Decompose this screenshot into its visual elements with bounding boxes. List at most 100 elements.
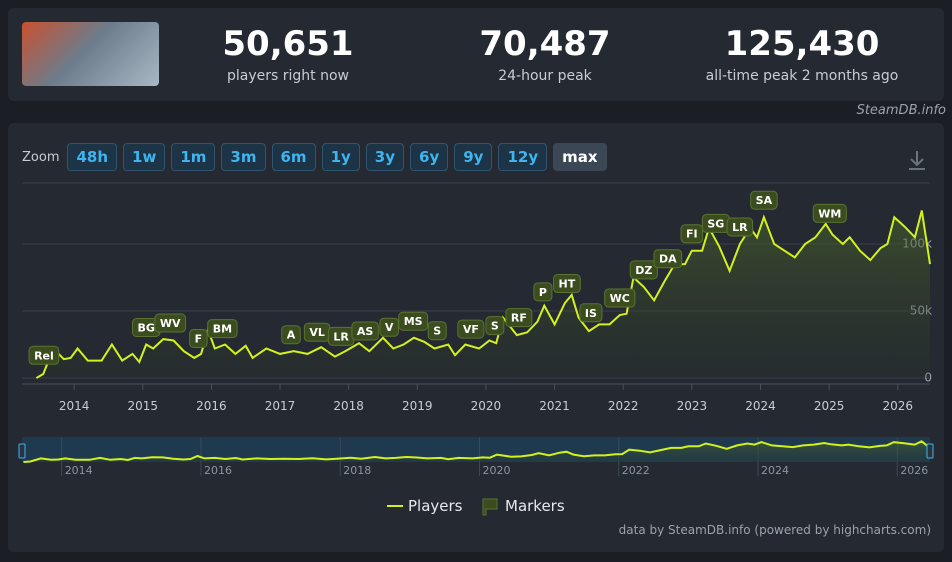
download-icon[interactable] xyxy=(909,151,925,170)
marker: FI xyxy=(680,224,704,244)
marker: SG xyxy=(701,213,730,233)
zoom-button[interactable]: 12y xyxy=(498,143,548,171)
marker: MS xyxy=(398,311,429,331)
legend-label[interactable]: Markers xyxy=(505,497,565,515)
marker-badge xyxy=(207,319,238,339)
navigator-handle xyxy=(18,443,26,459)
marker-badge xyxy=(680,224,704,244)
navigator-tick-label: 2016 xyxy=(204,464,232,477)
marker: SA xyxy=(750,190,778,210)
zoom-button[interactable]: 3y xyxy=(365,143,405,171)
zoom-button[interactable]: 1y xyxy=(321,143,360,171)
marker-label: A xyxy=(287,329,296,342)
marker-label: VL xyxy=(309,326,325,339)
zoom-button[interactable]: max xyxy=(553,143,607,171)
x-tick-label: 2024 xyxy=(745,399,776,413)
zoom-bar: Zoom 48h 1w 1m 3m 6m 1y 3y 6y 9y 12y max xyxy=(22,143,607,171)
marker: Rel xyxy=(28,345,60,365)
marker: RF xyxy=(505,308,533,328)
marker: IS xyxy=(579,303,603,323)
zoom-button[interactable]: 6y xyxy=(410,143,449,171)
zoom-button[interactable]: 48h xyxy=(67,143,118,171)
marker-label: WC xyxy=(610,292,630,305)
marker: V xyxy=(379,317,399,337)
zoom-button[interactable]: 3m xyxy=(221,143,266,171)
stat: 50,651 players right now xyxy=(168,22,408,86)
x-tick-label: 2021 xyxy=(539,399,570,413)
navigator-tick-label: 2020 xyxy=(482,464,510,477)
x-tick-label: 2015 xyxy=(127,399,158,413)
game-image[interactable] xyxy=(22,22,159,86)
navigator-tick-label: 2026 xyxy=(900,464,928,477)
zoom-label: Zoom xyxy=(22,149,60,165)
zoom-button[interactable]: 1m xyxy=(171,143,216,171)
marker-label: AS xyxy=(357,325,374,338)
zoom-button[interactable]: 1w xyxy=(123,143,166,171)
marker: BM xyxy=(207,319,238,339)
source-link[interactable]: SteamDB.info xyxy=(856,103,946,118)
marker: VF xyxy=(457,319,485,339)
marker: LR xyxy=(327,326,355,346)
marker-label: DA xyxy=(659,253,677,266)
marker: DZ xyxy=(629,260,658,280)
marker-label: WM xyxy=(818,207,841,220)
navigator-tick-label: 2014 xyxy=(65,464,93,477)
marker-label: S xyxy=(491,320,499,333)
x-tick-label: 2016 xyxy=(196,399,227,413)
marker-badge xyxy=(28,345,60,365)
zoom-button[interactable]: 6m xyxy=(271,143,316,171)
navigator-tick-label: 2022 xyxy=(622,464,650,477)
navigator-tick-label: 2024 xyxy=(761,464,789,477)
legend-icon xyxy=(482,498,498,516)
stat-value: 70,487 xyxy=(479,24,611,64)
marker-label: IS xyxy=(585,307,597,320)
marker-badge xyxy=(653,249,683,269)
marker: VL xyxy=(303,322,331,342)
marker: WV xyxy=(154,313,187,333)
marker: HT xyxy=(553,274,581,294)
marker: S xyxy=(485,316,505,336)
marker-label: DZ xyxy=(635,264,652,277)
marker-badge xyxy=(629,260,658,280)
marker: P xyxy=(533,282,553,302)
marker: A xyxy=(281,325,301,345)
x-tick-label: 2014 xyxy=(59,399,90,413)
marker-badge xyxy=(154,313,187,333)
line xyxy=(23,440,931,463)
stat-label: players right now xyxy=(227,68,349,84)
marker-badge xyxy=(505,308,533,328)
marker-badge xyxy=(189,328,208,348)
marker: LR xyxy=(726,217,754,237)
marker-label: VF xyxy=(463,323,479,336)
marker-badge xyxy=(485,316,505,336)
marker-label: LR xyxy=(732,221,748,234)
stats-panel: 50,651 players right now 70,487 24-hour pe… xyxy=(8,8,944,101)
marker-label: V xyxy=(385,321,394,334)
marker-badge xyxy=(427,321,447,341)
marker-label: BG xyxy=(137,322,154,335)
stat: 70,487 24-hour peak xyxy=(425,22,665,86)
x-tick-label: 2026 xyxy=(882,399,913,413)
x-tick-label: 2019 xyxy=(402,399,433,413)
legend-label[interactable]: Players xyxy=(408,497,463,515)
marker-label: S xyxy=(433,325,441,338)
x-tick-label: 2023 xyxy=(677,399,708,413)
marker-badge xyxy=(812,203,847,223)
marker-label: P xyxy=(539,286,547,299)
marker: WM xyxy=(812,203,847,223)
marker: DA xyxy=(653,249,683,269)
marker-label: WV xyxy=(160,317,181,330)
stat-label: 24-hour peak xyxy=(498,68,592,84)
marker-badge xyxy=(553,274,581,294)
marker-label: MS xyxy=(404,315,423,328)
marker-badge xyxy=(281,325,301,345)
marker-label: FI xyxy=(686,228,698,241)
zoom-button[interactable]: 9y xyxy=(454,143,493,171)
marker-badge xyxy=(750,190,778,210)
marker: F xyxy=(189,328,208,348)
x-tick-label: 2020 xyxy=(471,399,502,413)
marker-label: F xyxy=(195,332,203,345)
marker-label: BM xyxy=(213,323,232,336)
